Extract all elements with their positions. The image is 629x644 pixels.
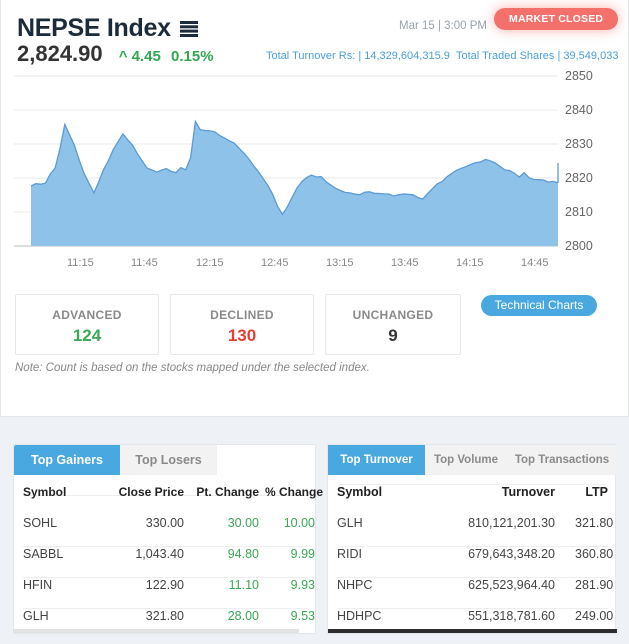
svg-text:2810: 2810 — [565, 205, 593, 219]
svg-text:2830: 2830 — [565, 137, 593, 151]
svg-text:2850: 2850 — [565, 69, 593, 83]
svg-text:11:15: 11:15 — [67, 257, 94, 269]
svg-text:11:45: 11:45 — [131, 257, 158, 269]
svg-text:2800: 2800 — [565, 239, 593, 253]
svg-text:14:45: 14:45 — [521, 257, 549, 269]
svg-text:13:15: 13:15 — [326, 257, 354, 269]
svg-text:2820: 2820 — [565, 171, 593, 185]
svg-text:2840: 2840 — [565, 103, 593, 117]
svg-text:14:15: 14:15 — [456, 257, 484, 269]
svg-text:12:15: 12:15 — [196, 257, 224, 269]
svg-text:13:45: 13:45 — [391, 257, 419, 269]
svg-text:12:45: 12:45 — [261, 257, 289, 269]
